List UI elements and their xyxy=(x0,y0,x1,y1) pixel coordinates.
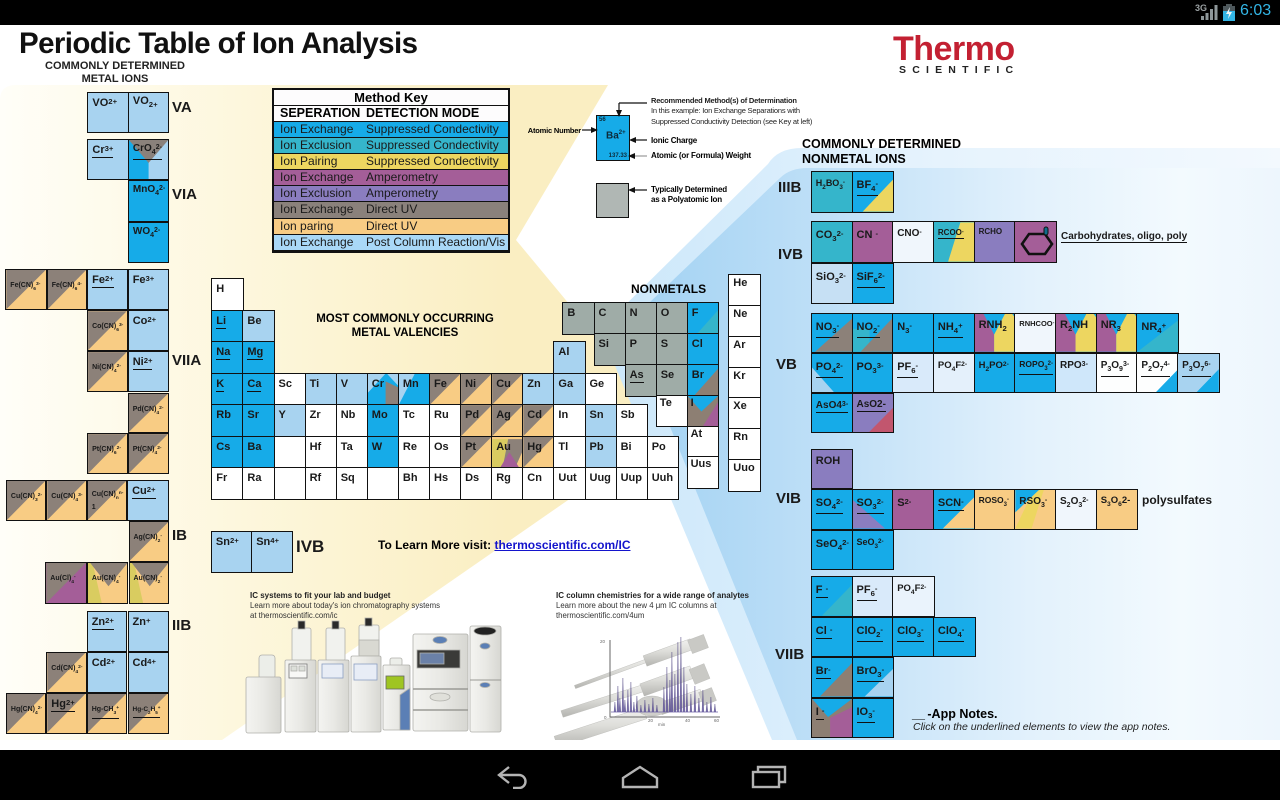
svg-text:20: 20 xyxy=(648,718,654,723)
svg-text:min: min xyxy=(658,722,666,727)
svg-text:20: 20 xyxy=(600,639,606,644)
svg-text:40: 40 xyxy=(685,718,691,723)
svg-text:0: 0 xyxy=(604,715,607,720)
svg-text:60: 60 xyxy=(714,718,720,723)
